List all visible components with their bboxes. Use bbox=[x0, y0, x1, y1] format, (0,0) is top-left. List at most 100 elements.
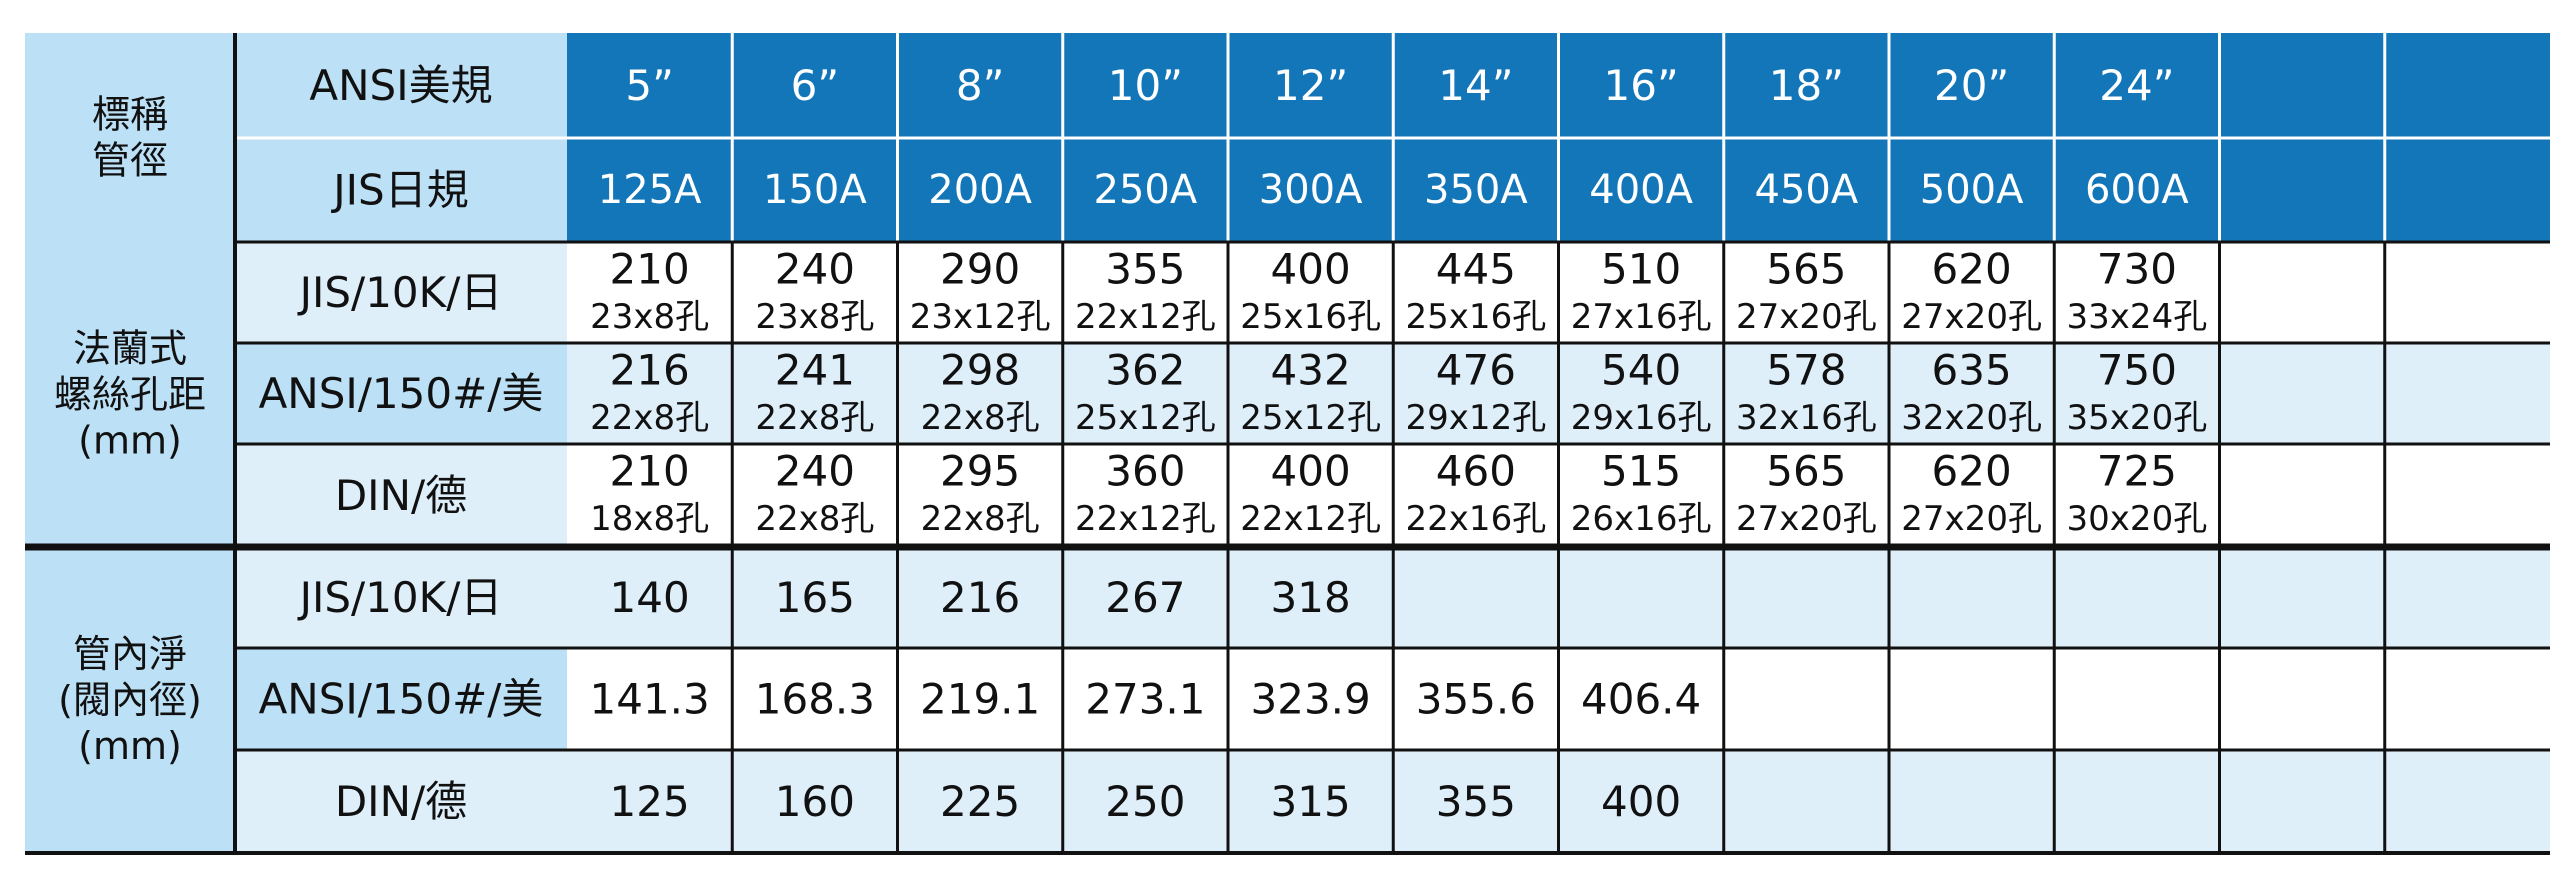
flange-bolt-spec: 35x20孔 bbox=[2067, 398, 2208, 438]
category-column-bg bbox=[25, 33, 235, 853]
inner-diameter-value: 140 bbox=[610, 573, 690, 622]
inner-diameter-value: 355.6 bbox=[1416, 675, 1536, 724]
inner-diameter-value: 318 bbox=[1271, 573, 1351, 622]
inner-diameter-value: 225 bbox=[940, 777, 1020, 826]
flange-pitch-value: 298 bbox=[940, 346, 1020, 395]
category-label-flange: 法蘭式 bbox=[73, 327, 187, 371]
flange-bolt-spec: 22x8孔 bbox=[921, 398, 1040, 438]
size-header-jis: 500A bbox=[1920, 167, 2024, 213]
flange-pitch-value: 290 bbox=[940, 245, 1020, 294]
flange-bolt-spec: 18x8孔 bbox=[590, 499, 709, 539]
size-header-ansi: 6” bbox=[791, 61, 839, 110]
flange-pitch-value: 432 bbox=[1271, 346, 1351, 395]
flange-bolt-spec: 23x8孔 bbox=[590, 297, 709, 337]
size-header-ansi: 14” bbox=[1438, 61, 1513, 110]
flange-bolt-spec: 22x16孔 bbox=[1406, 499, 1547, 539]
size-header-jis: 300A bbox=[1259, 167, 1363, 213]
flange-pitch-value: 510 bbox=[1601, 245, 1681, 294]
flange-pitch-value: 241 bbox=[775, 346, 855, 395]
inner-diameter-value: 219.1 bbox=[920, 675, 1040, 724]
inner-label-bg-din bbox=[235, 750, 567, 853]
inner-diameter-value: 406.4 bbox=[1581, 675, 1701, 724]
inner-diameter-value: 323.9 bbox=[1251, 675, 1371, 724]
flange-pitch-value: 635 bbox=[1932, 346, 2012, 395]
inner-row-label: ANSI/150#/美 bbox=[259, 675, 544, 724]
inner-diameter-value: 125 bbox=[610, 777, 690, 826]
flange-label-bg-ansi bbox=[235, 343, 567, 444]
size-header-ansi: 18” bbox=[1769, 61, 1844, 110]
flange-pitch-value: 620 bbox=[1932, 447, 2012, 496]
inner-diameter-value: 165 bbox=[775, 573, 855, 622]
flange-pitch-value: 355 bbox=[1105, 245, 1185, 294]
flange-bolt-spec: 27x16孔 bbox=[1571, 297, 1712, 337]
category-label-nominal: 管徑 bbox=[92, 139, 168, 183]
size-header-ansi: 16” bbox=[1604, 61, 1679, 110]
flange-pitch-value: 750 bbox=[2097, 346, 2177, 395]
flange-pitch-value: 362 bbox=[1105, 346, 1185, 395]
flange-pitch-value: 565 bbox=[1766, 447, 1846, 496]
flange-bolt-spec: 22x12孔 bbox=[1075, 297, 1216, 337]
flange-pitch-value: 210 bbox=[610, 447, 690, 496]
flange-pitch-value: 730 bbox=[2097, 245, 2177, 294]
flange-label-bg-din bbox=[235, 444, 567, 547]
flange-pitch-value: 400 bbox=[1271, 447, 1351, 496]
flange-bolt-spec: 22x8孔 bbox=[590, 398, 709, 438]
flange-bolt-spec: 30x20孔 bbox=[2067, 499, 2208, 539]
inner-diameter-value: 315 bbox=[1271, 777, 1351, 826]
inner-diameter-value: 400 bbox=[1601, 777, 1681, 826]
flange-row-label: ANSI/150#/美 bbox=[259, 369, 544, 418]
inner-row-label: JIS/10K/日 bbox=[297, 573, 503, 622]
inner-diameter-value: 160 bbox=[775, 777, 855, 826]
flange-bolt-spec: 27x20孔 bbox=[1736, 499, 1877, 539]
category-label-flange: 螺絲孔距 bbox=[54, 373, 206, 417]
flange-pitch-value: 210 bbox=[610, 245, 690, 294]
flange-bolt-spec: 29x16孔 bbox=[1571, 398, 1712, 438]
flange-bolt-spec: 32x20孔 bbox=[1901, 398, 2042, 438]
inner-diameter-value: 355 bbox=[1436, 777, 1516, 826]
size-header-jis: 250A bbox=[1094, 167, 1198, 213]
flange-pitch-value: 240 bbox=[775, 447, 855, 496]
inner-diameter-value: 250 bbox=[1105, 777, 1185, 826]
size-header-ansi: 8” bbox=[956, 61, 1004, 110]
flange-bolt-spec: 27x20孔 bbox=[1901, 499, 2042, 539]
category-label-inner: 管內淨 bbox=[73, 632, 187, 676]
flange-pitch-value: 578 bbox=[1766, 346, 1846, 395]
size-header-jis: 350A bbox=[1424, 167, 1528, 213]
flange-row-label: DIN/德 bbox=[335, 471, 467, 520]
flange-bolt-spec: 26x16孔 bbox=[1571, 499, 1712, 539]
flange-bolt-spec: 33x24孔 bbox=[2067, 297, 2208, 337]
size-header-ansi: 5” bbox=[625, 61, 673, 110]
flange-pitch-value: 565 bbox=[1766, 245, 1846, 294]
inner-label-bg-jis bbox=[235, 547, 567, 648]
flange-bolt-spec: 22x12孔 bbox=[1075, 499, 1216, 539]
flange-bolt-spec: 25x16孔 bbox=[1406, 297, 1547, 337]
size-header-jis: 400A bbox=[1589, 167, 1693, 213]
flange-pitch-value: 240 bbox=[775, 245, 855, 294]
flange-pitch-value: 540 bbox=[1601, 346, 1681, 395]
inner-row-label: DIN/德 bbox=[335, 777, 467, 826]
flange-pitch-value: 295 bbox=[940, 447, 1020, 496]
category-label-flange: (mm) bbox=[78, 419, 182, 463]
flange-pitch-value: 460 bbox=[1436, 447, 1516, 496]
flange-pitch-value: 476 bbox=[1436, 346, 1516, 395]
flange-bolt-spec: 25x16孔 bbox=[1240, 297, 1381, 337]
flange-bolt-spec: 22x12孔 bbox=[1240, 499, 1381, 539]
flange-row-label: JIS/10K/日 bbox=[297, 268, 503, 317]
inner-diameter-value: 273.1 bbox=[1085, 675, 1205, 724]
category-label-nominal: 標稱 bbox=[92, 93, 168, 137]
size-header-ansi: 20” bbox=[1934, 61, 2009, 110]
flange-bolt-spec: 25x12孔 bbox=[1075, 398, 1216, 438]
category-label-inner: (閥內徑) bbox=[58, 678, 202, 722]
flange-bolt-spec: 22x8孔 bbox=[755, 499, 874, 539]
inner-diameter-value: 216 bbox=[940, 573, 1020, 622]
flange-bolt-spec: 32x16孔 bbox=[1736, 398, 1877, 438]
size-header-ansi: 12” bbox=[1273, 61, 1348, 110]
flange-label-bg-jis bbox=[235, 242, 567, 343]
flange-pitch-value: 620 bbox=[1932, 245, 2012, 294]
size-header-ansi: 10” bbox=[1108, 61, 1183, 110]
flange-pitch-value: 515 bbox=[1601, 447, 1681, 496]
flange-bolt-spec: 23x12孔 bbox=[910, 297, 1051, 337]
size-header-jis: 150A bbox=[763, 167, 867, 213]
flange-bolt-spec: 22x8孔 bbox=[921, 499, 1040, 539]
